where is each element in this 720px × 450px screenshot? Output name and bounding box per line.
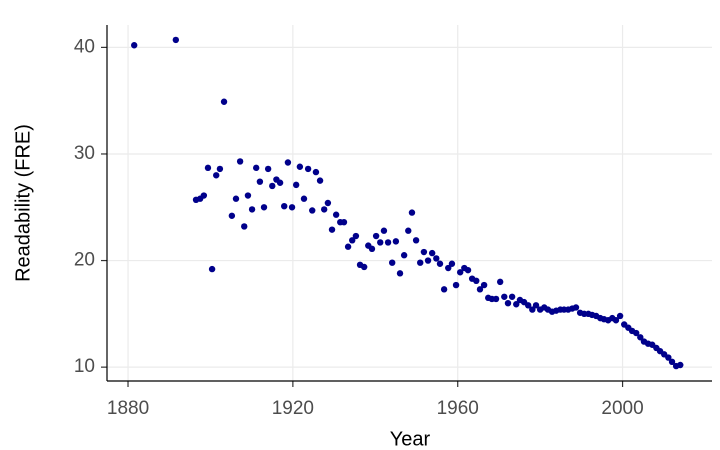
point [309,207,316,214]
point [496,278,504,286]
point [388,259,396,266]
point [244,192,252,199]
point [400,252,408,259]
point [572,304,580,311]
point [428,249,436,257]
point [260,204,268,211]
point [296,163,304,170]
point [248,206,256,213]
point [616,312,624,320]
x-tick-label: 2000 [601,398,643,419]
x-tick-label: 1960 [437,398,479,419]
point [529,306,536,313]
point [288,204,296,211]
point [524,302,532,309]
point [241,223,248,230]
point [448,260,456,267]
point [304,165,312,173]
point [480,281,488,289]
point [436,260,444,267]
point [452,281,460,289]
point [420,248,428,256]
point [501,293,508,300]
point [433,255,440,262]
point [131,42,138,49]
y-axis-title: Readability (FRE) [12,124,34,282]
point [213,172,220,179]
point [204,164,212,172]
point [476,286,484,293]
point [216,165,224,173]
point [284,159,292,166]
point [312,168,320,176]
point [424,257,432,264]
point [324,199,332,207]
point [456,269,464,276]
point [208,265,216,273]
point [352,232,360,240]
point [344,243,352,250]
point [408,209,416,216]
y-tick-label: 20 [74,250,95,271]
point [445,264,452,272]
point [492,295,500,303]
point [513,301,520,308]
point [220,98,228,105]
x-axis-title: Year [390,428,431,450]
point [412,237,420,244]
point [368,245,376,253]
point [328,226,336,233]
y-tick-label: 30 [74,143,95,164]
point [504,299,512,307]
point [252,164,260,172]
point [349,237,356,244]
point [292,181,300,189]
point [300,195,308,202]
point [200,192,208,199]
y-tick-label: 40 [74,36,95,57]
point [228,212,236,219]
point [637,334,644,341]
point [316,177,324,184]
point [380,227,388,234]
point [392,238,400,245]
point [677,361,684,369]
point [281,202,288,210]
point [377,239,384,246]
point [276,179,284,186]
point [417,259,424,266]
y-tick-label: 10 [74,356,95,377]
point [320,206,328,213]
point [405,227,412,234]
point [340,218,348,226]
point [396,270,404,277]
point [668,358,676,366]
point [508,293,516,300]
point [236,158,244,165]
point [473,277,480,285]
point [360,263,368,271]
point [269,182,276,190]
point [612,317,620,324]
point [264,165,272,173]
point [172,36,180,44]
point [232,195,240,202]
point [372,232,380,240]
point [384,239,392,246]
point [256,178,264,185]
x-tick-label: 1880 [107,398,149,419]
x-tick-label: 1920 [272,398,314,419]
point [332,211,340,218]
point [440,286,448,293]
point [665,354,672,361]
point [632,329,640,337]
point [532,302,540,309]
point [464,266,472,274]
